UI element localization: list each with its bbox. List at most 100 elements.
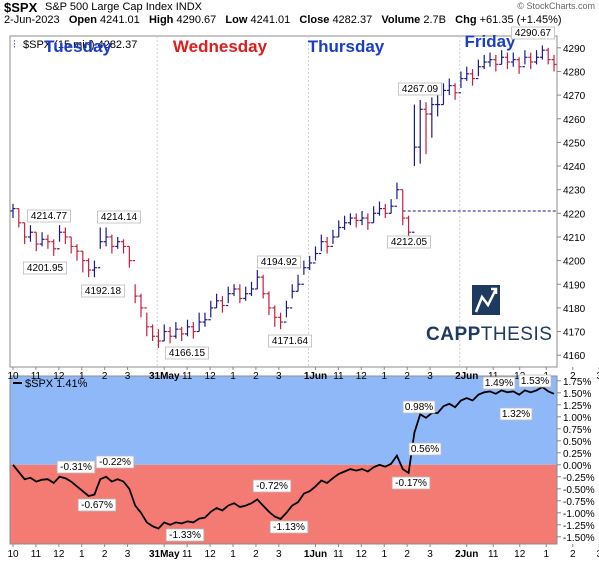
annotation-box	[165, 528, 205, 542]
price-bar	[208, 300, 214, 321]
x-tick-label-bottom: 2	[404, 549, 410, 560]
x-tick-label-bottom: 11	[333, 549, 344, 560]
ohlc-summary: 2-Jun-2023 Open 4241.01 High 4290.67 Low…	[4, 14, 562, 26]
price-bar	[278, 312, 284, 330]
price-bar	[458, 71, 464, 94]
price-annotation: 4214.77	[26, 209, 72, 223]
price-bar	[219, 296, 225, 313]
price-bar	[115, 236, 121, 249]
annotation-box	[518, 374, 552, 388]
annotation-text: -0.17%	[395, 478, 427, 489]
chg-value: +61.35 (+1.45%)	[479, 14, 562, 26]
price-bar	[516, 57, 522, 74]
day-label-friday: Friday	[464, 32, 516, 51]
y-tick-label: 4210	[563, 233, 586, 244]
price-bar	[196, 312, 202, 333]
price-bar	[452, 83, 458, 100]
volume-label: Volume	[381, 14, 421, 26]
exchange-code: INDX	[175, 1, 202, 13]
price-bar	[231, 284, 237, 297]
x-tick-label-top: 2	[253, 371, 259, 382]
y-tick-label: 4220	[563, 209, 586, 220]
percent-annotation: 0.98%	[402, 400, 436, 414]
price-bar	[330, 229, 336, 248]
annotation-text: 4171.64	[272, 336, 309, 347]
price-bar	[283, 300, 289, 323]
price-bar	[510, 52, 516, 67]
annotation-text: 4214.77	[31, 211, 68, 222]
legend-text: $SPX 1.41%	[25, 378, 88, 390]
y-tick-label: 4170	[563, 328, 586, 339]
price-bars	[10, 45, 557, 349]
annotation-box	[482, 376, 516, 390]
y-tick-label: 1.75%	[563, 377, 591, 388]
price-bar	[68, 236, 74, 254]
price-annotation: 4166.15	[164, 346, 209, 360]
y-tick-label: 4160	[563, 351, 586, 362]
annotation-text: 1.53%	[521, 376, 549, 387]
annotation-text: 4192.18	[85, 286, 122, 297]
price-bar	[167, 326, 173, 344]
price-y-axis: 4160 4170 4180 4190 4200 4210 4220 4230 4240 4250…	[557, 44, 586, 362]
price-bar	[74, 244, 80, 261]
price-bar	[249, 281, 255, 297]
positive-zone	[10, 376, 557, 465]
annotation-box	[269, 520, 309, 534]
symbol-description: S&P 500 Large Cap Index INDX	[45, 1, 202, 13]
high-value: 4290.67	[176, 14, 217, 26]
price-bar	[22, 222, 28, 245]
x-tick-label-bottom: 12	[514, 549, 526, 560]
price-bar	[417, 99, 423, 164]
x-tick-label-bottom: 12	[205, 549, 217, 560]
x-tick-label-bottom: 1	[230, 549, 236, 560]
price-annotations: 4214.77 4201.95 4214.14 4192.18 4166.15 4194.…	[22, 26, 555, 360]
legend-text: $SPX (15 min) 4282.37	[23, 39, 137, 51]
x-tick-label-bottom: 1	[381, 549, 387, 560]
y-tick-label: 4250	[563, 138, 586, 149]
x-tick-label-top: 2Jun	[455, 371, 478, 382]
price-bar	[126, 245, 132, 268]
x-tick-label-bottom: 2Jun	[455, 549, 478, 560]
price-bar	[504, 52, 510, 70]
x-tick-label-top: 11	[182, 371, 193, 382]
price-bar	[394, 182, 400, 207]
close-value: 4282.37	[332, 14, 373, 26]
percent-annotation: 1.32%	[499, 407, 533, 421]
x-tick-label-bottom: 12	[356, 549, 368, 560]
price-bar	[481, 54, 487, 70]
price-bar	[551, 54, 557, 72]
price-bar	[109, 234, 115, 254]
annotation-text: -1.33%	[169, 530, 201, 541]
logo-part-capp: CAPP	[426, 324, 481, 345]
percent-annotation: 1.49%	[482, 376, 516, 390]
price-bar	[376, 201, 382, 216]
y-tick-label: 4190	[563, 280, 586, 291]
low-label: Low	[225, 14, 248, 26]
annotation-text: -0.72%	[256, 481, 288, 492]
percent-change-line	[12, 385, 555, 530]
price-bar	[336, 220, 342, 238]
annotation-text: -1.13%	[273, 522, 305, 533]
annotation-box	[22, 261, 68, 275]
price-bar	[45, 234, 51, 249]
x-tick-label-bottom: 1Jun	[304, 549, 327, 560]
price-annotation: 4201.95	[22, 261, 68, 275]
legend-bars-icon: ⫶	[13, 39, 16, 51]
x-tick-label-bottom: 12	[53, 549, 65, 560]
x-tick-label-top: 3	[596, 371, 599, 382]
y-tick-label: 1.50%	[563, 389, 591, 400]
x-tick-label-bottom: 2	[102, 549, 108, 560]
price-annotation: 4192.18	[81, 284, 126, 298]
price-bar	[10, 203, 16, 219]
x-tick-label-bottom: 3	[596, 549, 599, 560]
percent-annotation: -0.22%	[95, 455, 135, 469]
price-bar	[534, 50, 540, 65]
y-tick-label: 4280	[563, 67, 586, 78]
price-bar	[173, 322, 179, 339]
price-bar	[254, 270, 260, 290]
annotation-text: 1.32%	[502, 409, 530, 420]
price-bar	[243, 286, 249, 301]
day-labels: Tuesday Wednesday Thursday Friday	[44, 32, 516, 56]
annotation-box	[95, 455, 135, 469]
price-bar	[155, 329, 161, 349]
